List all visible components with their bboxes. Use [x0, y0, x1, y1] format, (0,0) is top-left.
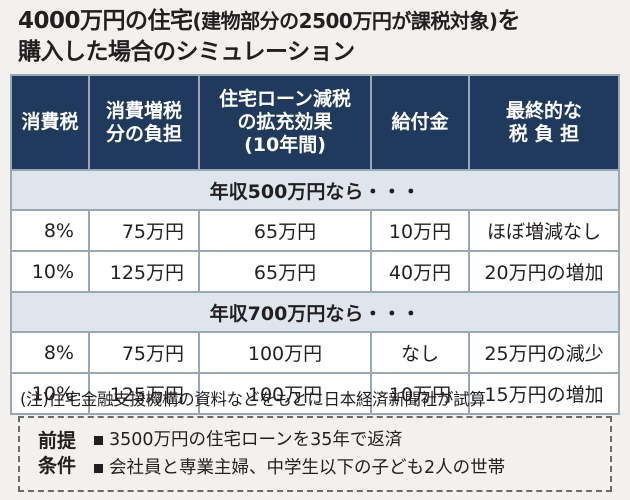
- cell-loan-effect: 65万円: [200, 211, 372, 250]
- condition-text: 3500万円の住宅ローンを35年で返済: [109, 430, 403, 450]
- page-title: 4000万円の住宅(建物部分の2500万円が課税対象)を 購入した場合のシミュレ…: [18, 6, 618, 68]
- cell-final: 15万円の増加: [484, 384, 604, 406]
- cell-tax-rate: 8%: [12, 211, 90, 250]
- table-row: 8% 75万円 100万円 なし 25万円の減少: [12, 331, 618, 372]
- cell-loan-effect: 100万円: [200, 333, 372, 372]
- title-main-text: 4000万円の住宅: [18, 8, 193, 34]
- cell-loan-effect: 100万円: [200, 374, 372, 413]
- cell-loan-effect: 65万円: [200, 252, 372, 291]
- title-particle: を: [497, 8, 520, 34]
- square-bullet-icon: [94, 435, 103, 445]
- cell-burden: 125万円: [90, 374, 200, 413]
- table-row: 10% 125万円 100万円 10万円 15万円の増加: [12, 372, 618, 413]
- table-row: 10% 125万円 65万円 40万円 20万円の増加: [12, 250, 618, 291]
- title-line-1: 4000万円の住宅(建物部分の2500万円が課税対象)を: [18, 6, 618, 37]
- cell-benefit: 40万円: [372, 252, 470, 291]
- square-bullet-icon: [94, 463, 103, 473]
- cell-benefit: 10万円: [372, 374, 470, 413]
- cell-tax-rate: 10%: [12, 252, 90, 291]
- title-line-2: 購入した場合のシミュレーション: [18, 39, 355, 65]
- table-row: 8% 75万円 65万円 10万円 ほぼ増減なし: [12, 209, 618, 250]
- header-tax-increase-burden: 消費増税 分の負担: [90, 76, 200, 169]
- condition-text: 会社員と専業主婦、中学生以下の子ども2人の世帯: [109, 458, 506, 478]
- header-benefit: 給付金: [372, 76, 470, 169]
- cell-final: ほぼ増減なし: [486, 221, 601, 243]
- cell-burden: 125万円: [90, 252, 200, 291]
- table-header: 消費税 消費増税 分の負担 住宅ローン減税 の拡充効果 (10年間) 給付金 最…: [12, 76, 618, 169]
- conditions-box: 前提 条件 3500万円の住宅ローンを35年で返済 会社員と専業主婦、中学生以下…: [18, 416, 612, 492]
- cell-burden: 75万円: [90, 333, 200, 372]
- title-parenthetical: (建物部分の2500万円が課税対象): [192, 9, 498, 33]
- cell-tax-rate: 10%: [12, 374, 90, 413]
- cell-tax-rate: 8%: [12, 333, 90, 372]
- cell-final: 25万円の減少: [484, 343, 604, 365]
- cell-final: 20万円の増加: [484, 262, 604, 284]
- header-consumption-tax: 消費税: [12, 76, 90, 169]
- cell-benefit: なし: [372, 333, 470, 372]
- cell-burden: 75万円: [90, 211, 200, 250]
- list-item: 3500万円の住宅ローンを35年で返済: [94, 426, 505, 454]
- group-label-700: 年収700万円なら・・・: [12, 291, 618, 331]
- group-label-500: 年収500万円なら・・・: [12, 169, 618, 209]
- list-item: 会社員と専業主婦、中学生以下の子ども2人の世帯: [94, 454, 505, 482]
- conditions-label: 前提 条件: [37, 430, 76, 477]
- simulation-table: 消費税 消費増税 分の負担 住宅ローン減税 の拡充効果 (10年間) 給付金 最…: [10, 74, 620, 415]
- cell-benefit: 10万円: [372, 211, 470, 250]
- conditions-list: 3500万円の住宅ローンを35年で返済 会社員と専業主婦、中学生以下の子ども2人…: [94, 426, 505, 482]
- source-note: (注)住宅金融支援機構の資料などをもとに日本経済新聞社が試算: [20, 390, 486, 409]
- header-loan-tax-reduction: 住宅ローン減税 の拡充効果 (10年間): [200, 76, 372, 169]
- header-final-tax-burden: 最終的な 税 負 担: [505, 99, 582, 145]
